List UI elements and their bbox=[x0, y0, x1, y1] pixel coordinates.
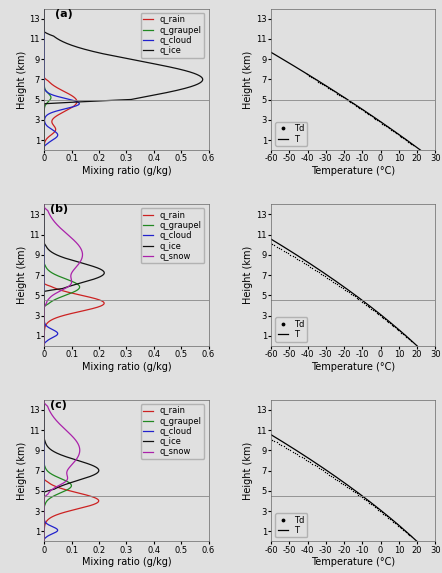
X-axis label: Mixing ratio (g/kg): Mixing ratio (g/kg) bbox=[82, 362, 171, 372]
Y-axis label: Height (km): Height (km) bbox=[17, 442, 27, 500]
Y-axis label: Height (km): Height (km) bbox=[244, 50, 253, 108]
Legend: Td, T: Td, T bbox=[275, 122, 307, 146]
Y-axis label: Height (km): Height (km) bbox=[17, 246, 27, 304]
Legend: q_rain, q_graupel, q_cloud, q_ice, q_snow: q_rain, q_graupel, q_cloud, q_ice, q_sno… bbox=[141, 209, 204, 264]
Legend: Td, T: Td, T bbox=[275, 513, 307, 537]
Y-axis label: Height (km): Height (km) bbox=[244, 442, 253, 500]
Y-axis label: Height (km): Height (km) bbox=[244, 246, 253, 304]
X-axis label: Temperature (°C): Temperature (°C) bbox=[311, 558, 395, 567]
Text: (c): (c) bbox=[50, 400, 67, 410]
X-axis label: Temperature (°C): Temperature (°C) bbox=[311, 166, 395, 176]
X-axis label: Mixing ratio (g/kg): Mixing ratio (g/kg) bbox=[82, 166, 171, 176]
Y-axis label: Height (km): Height (km) bbox=[17, 50, 27, 108]
X-axis label: Mixing ratio (g/kg): Mixing ratio (g/kg) bbox=[82, 558, 171, 567]
Legend: Td, T: Td, T bbox=[275, 317, 307, 342]
Legend: q_rain, q_graupel, q_cloud, q_ice: q_rain, q_graupel, q_cloud, q_ice bbox=[141, 13, 204, 57]
Legend: q_rain, q_graupel, q_cloud, q_ice, q_snow: q_rain, q_graupel, q_cloud, q_ice, q_sno… bbox=[141, 404, 204, 459]
Text: (b): (b) bbox=[50, 205, 68, 214]
Text: (a): (a) bbox=[55, 9, 73, 19]
X-axis label: Temperature (°C): Temperature (°C) bbox=[311, 362, 395, 372]
